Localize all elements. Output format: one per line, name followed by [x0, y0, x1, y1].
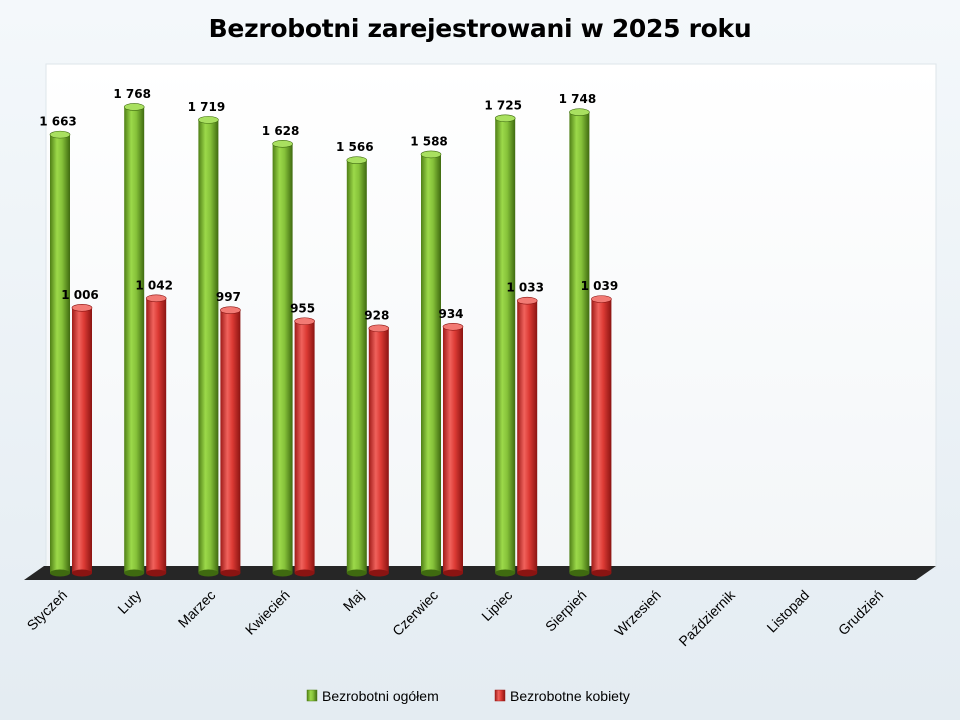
legend-swatch-women — [494, 689, 506, 702]
data-label-total-6: 1 588 — [410, 134, 448, 148]
data-label-total-8: 1 748 — [559, 92, 597, 106]
data-label-women-4: 955 — [290, 301, 315, 315]
bar-women-6 — [442, 322, 464, 577]
data-label-women-1: 1 006 — [61, 288, 99, 302]
bar-total-1 — [49, 130, 71, 577]
data-label-total-3: 1 719 — [188, 100, 226, 114]
x-tick-label-9: Wrzesień — [611, 587, 663, 639]
x-tick-label-7: Lipiec — [478, 587, 515, 624]
data-label-women-2: 1 042 — [135, 278, 173, 292]
plot-floor — [24, 566, 936, 580]
x-tick-label-8: Sierpień — [542, 587, 590, 635]
x-tick-label-2: Luty — [114, 587, 144, 617]
bar-total-4 — [272, 140, 293, 577]
legend-swatch-total — [306, 689, 318, 702]
data-label-women-3: 997 — [216, 290, 241, 304]
data-label-women-8: 1 039 — [581, 279, 619, 293]
legend: Bezrobotni ogółem Bezrobotne kobiety — [306, 688, 630, 704]
bar-total-5 — [346, 156, 368, 577]
bar-women-4 — [294, 317, 315, 577]
bar-total-6 — [420, 150, 442, 577]
data-label-women-5: 928 — [364, 308, 389, 322]
bar-women-8 — [591, 295, 612, 577]
bar-women-5 — [368, 324, 390, 577]
x-tick-label-10: Październik — [675, 586, 738, 649]
data-label-total-4: 1 628 — [262, 124, 300, 138]
data-label-total-2: 1 768 — [113, 87, 151, 101]
legend-label-women: Bezrobotne kobiety — [510, 688, 630, 704]
legend-item-women: Bezrobotne kobiety — [494, 688, 630, 704]
data-label-total-7: 1 725 — [484, 98, 522, 112]
data-label-total-1: 1 663 — [39, 115, 77, 129]
x-tick-label-4: Kwiecień — [242, 587, 293, 638]
bar-women-7 — [516, 296, 538, 577]
x-tick-label-5: Maj — [340, 587, 367, 614]
data-label-women-7: 1 033 — [506, 281, 544, 295]
x-tick-label-6: Czerwiec — [389, 587, 441, 639]
chart-title: Bezrobotni zarejestrowani w 2025 roku — [208, 14, 752, 43]
bar-women-2 — [145, 294, 167, 577]
bar-women-3 — [220, 306, 241, 577]
bar-total-2 — [123, 103, 145, 577]
x-tick-label-11: Listopad — [763, 587, 812, 636]
bar-total-3 — [198, 116, 219, 577]
x-tick-label-1: Styczeń — [24, 587, 71, 634]
x-tick-label-12: Grudzień — [835, 587, 886, 638]
bar-total-8 — [569, 108, 590, 577]
plot-back-wall — [45, 63, 937, 569]
data-label-women-6: 934 — [438, 307, 463, 321]
legend-label-total: Bezrobotni ogółem — [322, 688, 439, 704]
data-label-total-5: 1 566 — [336, 140, 374, 154]
x-tick-label-3: Marzec — [175, 587, 219, 631]
bar-women-1 — [71, 304, 93, 577]
bar-total-7 — [494, 114, 516, 577]
legend-item-total: Bezrobotni ogółem — [306, 688, 439, 704]
